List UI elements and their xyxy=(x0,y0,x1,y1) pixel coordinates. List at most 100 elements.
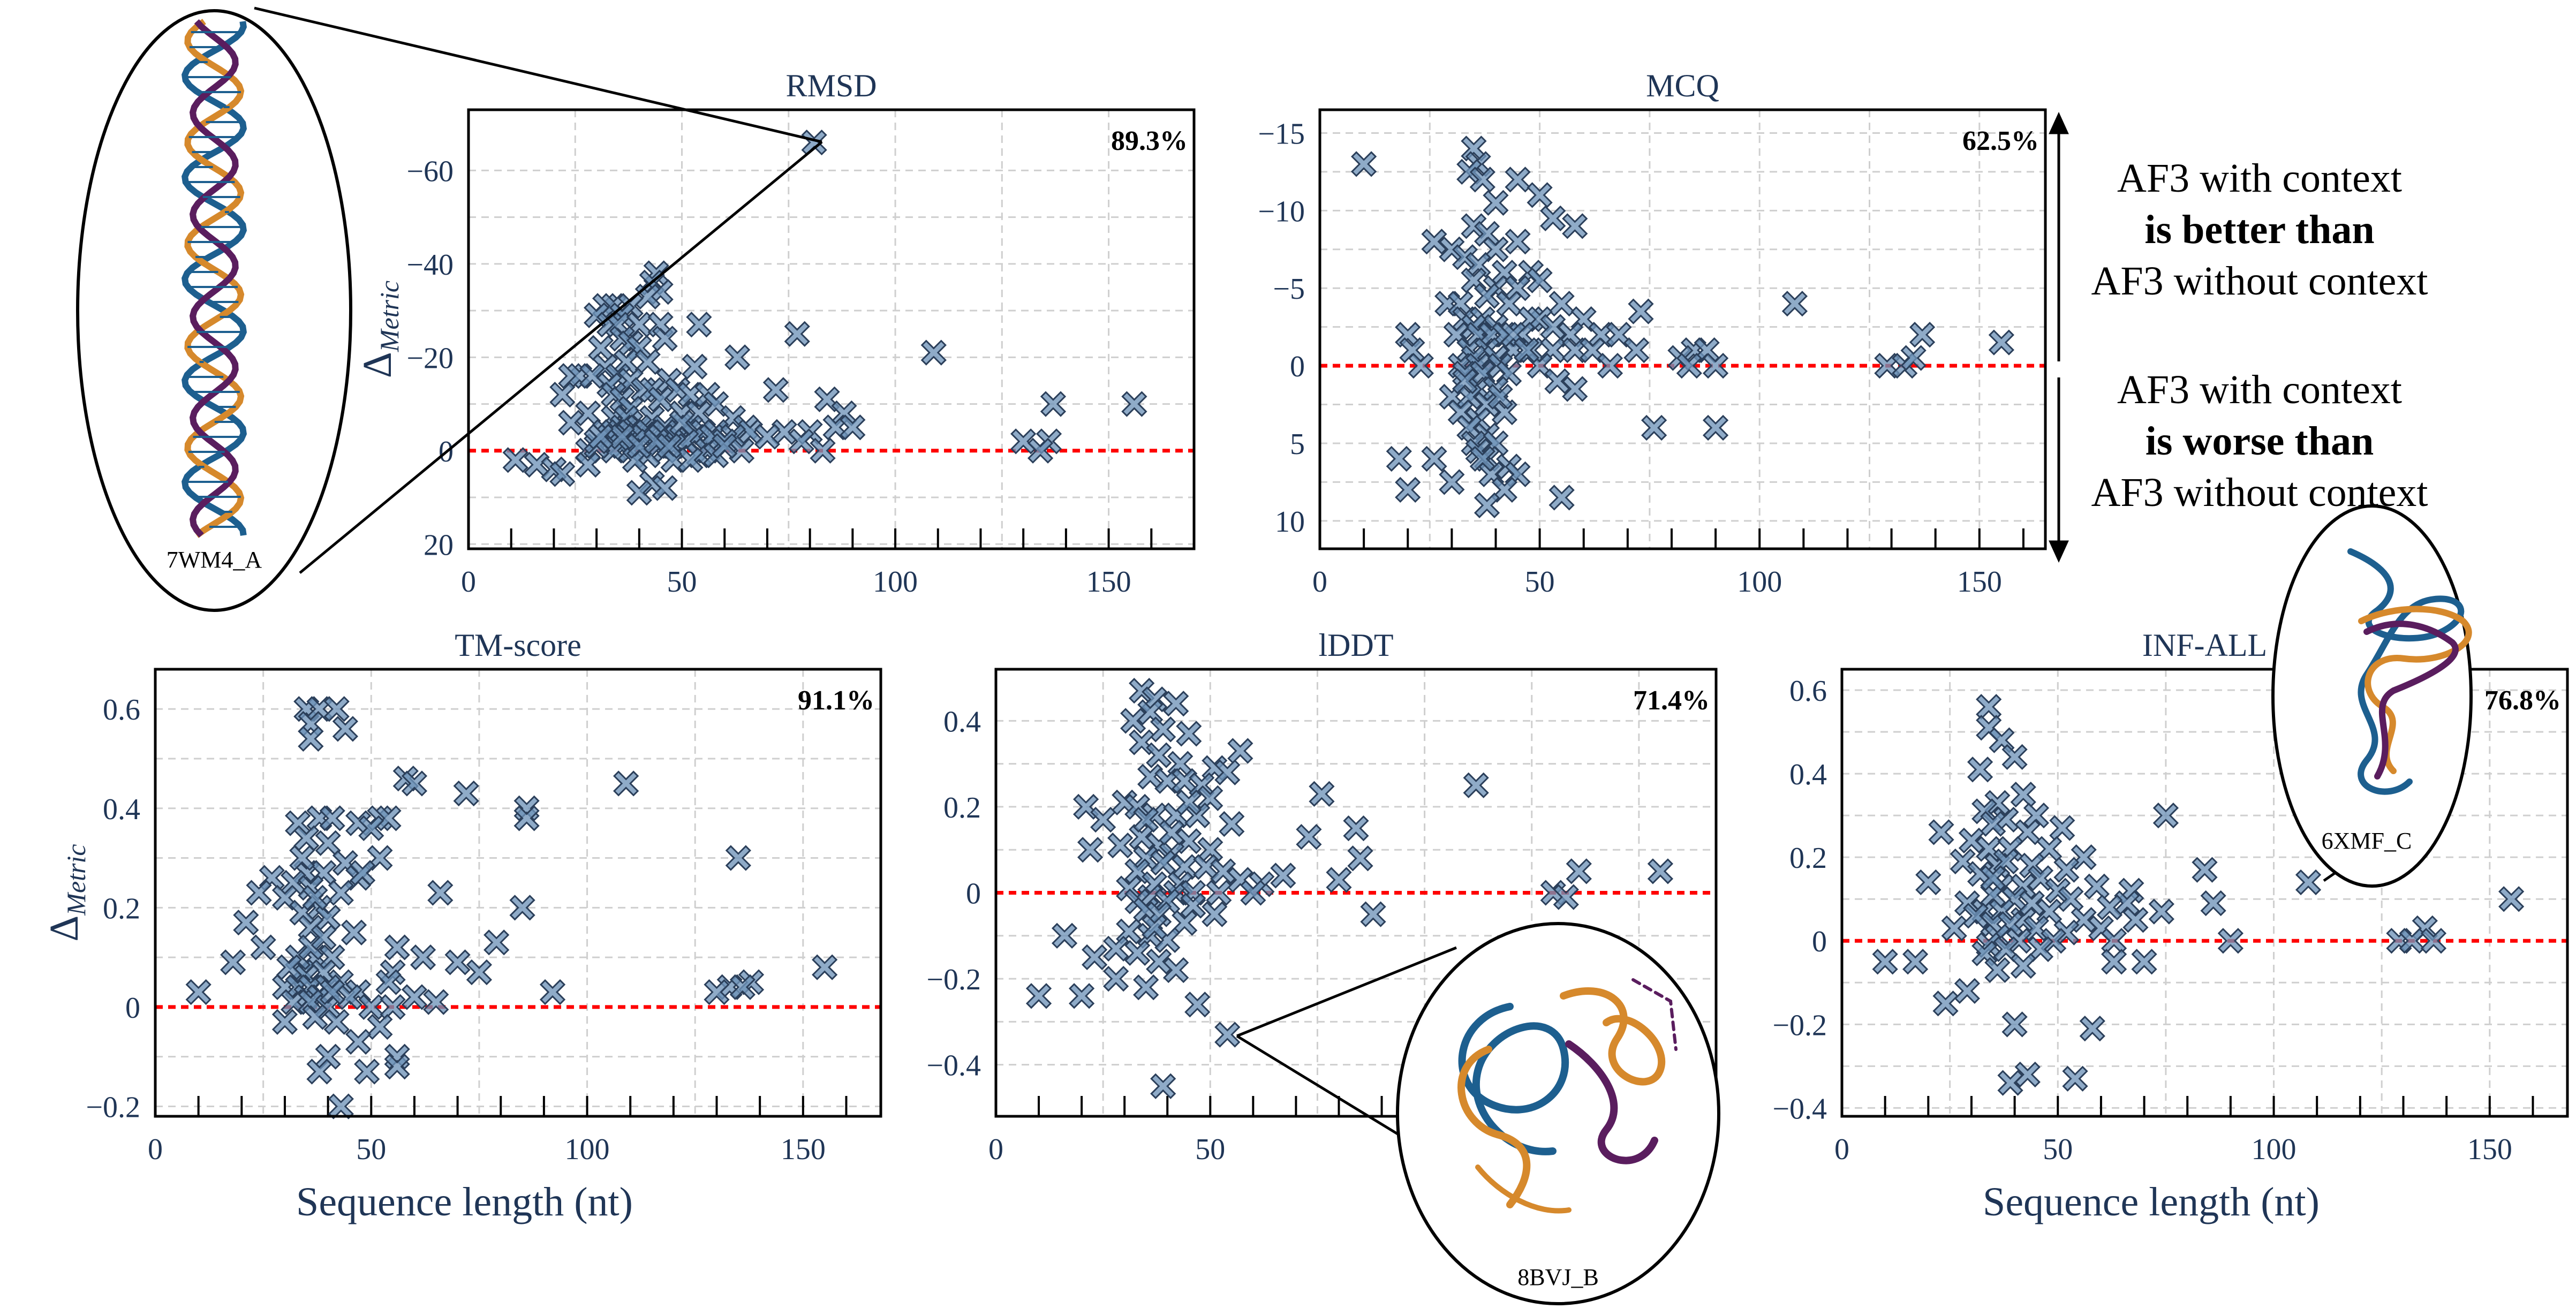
y-tick-label: 0.2 xyxy=(103,892,140,925)
data-point xyxy=(401,770,428,797)
data-point xyxy=(1107,833,1134,859)
chart-percent: 76.8% xyxy=(2484,685,2561,716)
data-point xyxy=(682,353,708,380)
data-point xyxy=(2101,928,2127,954)
data-point xyxy=(2200,890,2226,917)
data-point xyxy=(1163,957,1189,984)
x-tick-label: 0 xyxy=(148,1133,163,1166)
data-point xyxy=(271,1009,298,1035)
annotation-better-line2: is better than xyxy=(2144,207,2375,252)
data-point xyxy=(250,934,276,960)
data-point xyxy=(1121,391,1147,417)
data-point xyxy=(1343,815,1369,842)
data-point xyxy=(812,954,838,980)
data-point xyxy=(1548,485,1575,511)
data-point xyxy=(423,989,449,1015)
y-axis-label-sub: Metric xyxy=(374,281,404,352)
data-point xyxy=(1133,974,1159,1001)
annotation-worse-line2: is worse than xyxy=(2145,419,2374,464)
y-tick-label: −15 xyxy=(1258,117,1305,150)
data-point xyxy=(1628,298,1654,324)
data-point xyxy=(328,1093,354,1120)
data-point xyxy=(319,805,345,831)
data-point xyxy=(1474,492,1500,518)
inset-6XMF-C: 6XMF_C xyxy=(2271,504,2473,888)
data-point xyxy=(1025,983,1052,1009)
data-point xyxy=(502,447,528,473)
y-axis-label-main: Δ xyxy=(355,352,400,378)
y-tick-label: −5 xyxy=(1273,273,1305,306)
data-point xyxy=(2217,928,2244,954)
plot-area xyxy=(469,110,1194,549)
data-point xyxy=(762,377,789,403)
plot-frame xyxy=(467,108,1196,550)
data-point xyxy=(2295,869,2322,896)
y-tick-label: 0 xyxy=(1290,350,1305,383)
chart-inf-all: INF-ALL 76.8% 0 50 100 150 −0.4 −0.2 0 0.2 0.4 0.6 S… xyxy=(1772,627,2569,1224)
x-minor-ticks xyxy=(1319,528,2024,549)
x-tick-label: 0 xyxy=(1312,565,1327,599)
data-point xyxy=(1027,437,1054,464)
data-point xyxy=(2062,1065,2088,1092)
data-point xyxy=(1941,915,1967,941)
x-tick-label: 50 xyxy=(1525,565,1555,599)
data-point xyxy=(1150,850,1176,876)
data-point xyxy=(1566,858,1592,884)
chart-mcq: MCQ 62.5% 0 50 100 150 −15 −10 −5 0 5 10 xyxy=(1258,68,2047,599)
data-point xyxy=(466,959,493,986)
data-points xyxy=(1025,678,1674,1099)
inset-label: 8BVJ_B xyxy=(1517,1264,1599,1290)
data-point xyxy=(549,461,576,487)
data-point xyxy=(1120,708,1146,734)
x-tick-label: 150 xyxy=(2467,1133,2512,1166)
data-point xyxy=(2023,803,2050,829)
data-point xyxy=(1360,901,1386,927)
data-point xyxy=(289,845,315,871)
data-point xyxy=(1474,283,1500,309)
data-point xyxy=(323,696,350,722)
data-point xyxy=(401,984,428,1010)
data-point xyxy=(2420,928,2447,954)
annotation-better: AF3 with context is better than AF3 with… xyxy=(2072,153,2447,307)
x-minor-ticks xyxy=(154,1096,848,1116)
data-point xyxy=(2001,1011,2028,1038)
y-axis-label-sub: Metric xyxy=(61,844,91,916)
data-point xyxy=(728,437,755,464)
chart-title: RMSD xyxy=(785,68,877,103)
annotation-better-line3: AF3 without context xyxy=(2091,259,2428,304)
data-point xyxy=(1124,940,1151,966)
data-point xyxy=(1902,949,1929,975)
data-point xyxy=(1206,880,1232,906)
data-point xyxy=(384,934,410,960)
data-point xyxy=(712,433,738,459)
data-point xyxy=(2079,1015,2105,1042)
y-axis-label-main: Δ xyxy=(42,916,87,942)
chart-percent: 91.1% xyxy=(798,685,874,716)
data-point xyxy=(1103,935,1129,962)
y-tick-label: −0.4 xyxy=(926,1049,981,1083)
data-point xyxy=(2010,781,2036,808)
y-tick-label: −60 xyxy=(406,155,454,188)
rna-helix-structure-icon xyxy=(182,19,247,538)
data-point xyxy=(1988,329,2015,356)
data-point xyxy=(2010,952,2036,979)
data-point xyxy=(1647,858,1674,884)
data-point xyxy=(669,410,695,436)
data-point xyxy=(2498,886,2525,912)
data-point xyxy=(380,994,406,1020)
data-point xyxy=(652,475,678,501)
data-point xyxy=(1469,167,1495,193)
data-point xyxy=(1676,352,1702,379)
data-point xyxy=(626,480,652,506)
data-point xyxy=(1386,445,1412,472)
data-point xyxy=(1103,965,1129,992)
inset-ellipse xyxy=(1396,922,1720,1305)
data-point xyxy=(319,979,345,1005)
data-point xyxy=(724,344,751,370)
data-point xyxy=(1439,469,1465,495)
data-point xyxy=(1146,742,1172,768)
y-tick-label: 0.6 xyxy=(1789,675,1827,708)
data-point xyxy=(332,716,359,742)
data-point xyxy=(2053,857,2080,883)
